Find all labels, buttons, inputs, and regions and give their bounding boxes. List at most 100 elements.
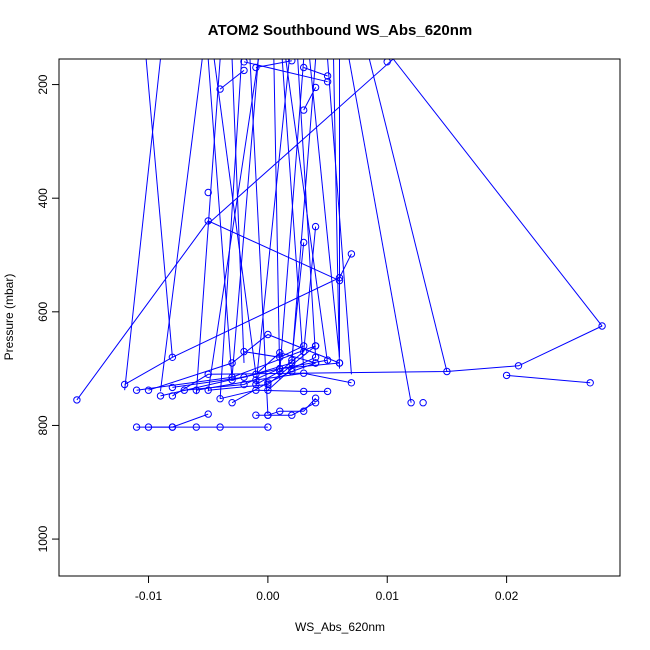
- data-point: [252, 380, 260, 389]
- profile-line: [279, 59, 305, 372]
- profile-line: [273, 59, 281, 381]
- data-point: [443, 367, 451, 376]
- y-tick-label: 600: [36, 301, 50, 321]
- data-point: [168, 392, 177, 400]
- series-line: [148, 413, 209, 428]
- profile-line: [281, 59, 305, 369]
- series-line: [506, 374, 591, 384]
- series-line: [303, 87, 317, 111]
- data-point: [240, 66, 248, 75]
- chart-title: ATOM2 Southbound WS_Abs_620nm: [208, 22, 472, 39]
- data-point: [323, 78, 332, 86]
- data-point: [216, 423, 224, 431]
- profile-line: [285, 59, 329, 364]
- data-point: [240, 373, 248, 381]
- data-point: [323, 72, 332, 80]
- profile-line: [207, 59, 259, 392]
- data-point: [204, 370, 212, 378]
- data-point: [300, 369, 308, 377]
- y-axis: 200 400 600 800 1000: [36, 74, 60, 552]
- x-tick-label: -0.01: [135, 589, 163, 603]
- data-point: [407, 399, 415, 407]
- profile-line: [219, 59, 243, 399]
- x-tick-label: 0.00: [256, 589, 280, 603]
- y-tick-label: 400: [36, 188, 50, 208]
- data-point: [168, 353, 177, 361]
- data-point: [300, 238, 308, 247]
- data-point: [323, 387, 332, 396]
- data-point: [168, 383, 177, 392]
- series-line: [219, 70, 245, 90]
- data-point: [144, 423, 153, 431]
- profile-line: [159, 59, 203, 392]
- data-point: [311, 83, 320, 92]
- profile-line: [392, 59, 603, 327]
- data-point: [288, 364, 296, 373]
- data-point: [156, 392, 165, 400]
- data-point: [311, 353, 320, 361]
- y-tick-label: 800: [36, 415, 50, 435]
- data-point: [264, 423, 272, 431]
- data-point: [347, 250, 356, 258]
- series-line: [267, 397, 316, 416]
- data-point: [276, 353, 284, 361]
- data-point: [228, 373, 236, 381]
- data-point: [276, 364, 284, 373]
- data-point: [168, 423, 177, 431]
- data-point: [586, 379, 594, 387]
- data-point: [216, 85, 224, 93]
- x-axis-label: WS_Abs_620nm: [295, 620, 385, 634]
- profile-line: [255, 59, 290, 386]
- data-point: [300, 342, 308, 350]
- data-point: [419, 399, 427, 407]
- y-tick-label: 1000: [36, 525, 50, 552]
- data-point: [598, 322, 606, 330]
- data-point: [311, 399, 320, 407]
- data-point: [347, 379, 356, 387]
- data-point: [276, 407, 284, 415]
- data-point: [204, 386, 212, 394]
- data-point: [335, 359, 344, 367]
- x-tick-label: 0.01: [376, 589, 400, 603]
- data-point: [311, 342, 320, 350]
- data-point: [514, 362, 523, 370]
- data-point: [228, 359, 236, 367]
- data-point: [288, 367, 296, 376]
- series-line: [303, 67, 328, 77]
- data-point: [216, 395, 224, 403]
- profile-line: [195, 59, 221, 395]
- data-point: [252, 376, 260, 384]
- profile-line: [368, 59, 448, 372]
- data-point: [240, 347, 248, 356]
- series-layer: [76, 59, 603, 428]
- series-line: [172, 325, 603, 397]
- data-point: [252, 370, 260, 378]
- data-point: [311, 394, 320, 402]
- x-axis: -0.01 0.00 0.01 0.02: [135, 575, 519, 603]
- profile-line: [309, 59, 340, 358]
- data-point: [323, 356, 332, 364]
- profile-line: [291, 59, 317, 363]
- data-point: [276, 367, 284, 376]
- data-point: [300, 347, 308, 356]
- data-point: [132, 386, 141, 394]
- data-point: [264, 386, 272, 394]
- data-point: [73, 396, 81, 404]
- data-point: [288, 356, 296, 364]
- data-point: [252, 386, 260, 394]
- data-point: [264, 330, 272, 339]
- data-point: [300, 407, 308, 415]
- data-point: [132, 423, 141, 431]
- data-point: [204, 188, 212, 197]
- series-line: [124, 253, 352, 385]
- data-point: [252, 411, 260, 419]
- data-point: [288, 59, 296, 65]
- data-point: [228, 376, 236, 384]
- data-point: [192, 386, 201, 394]
- data-point: [335, 276, 344, 285]
- points-layer: [73, 59, 606, 431]
- y-axis-label: Pressure (mbar): [2, 274, 16, 361]
- profile-line: [207, 59, 394, 225]
